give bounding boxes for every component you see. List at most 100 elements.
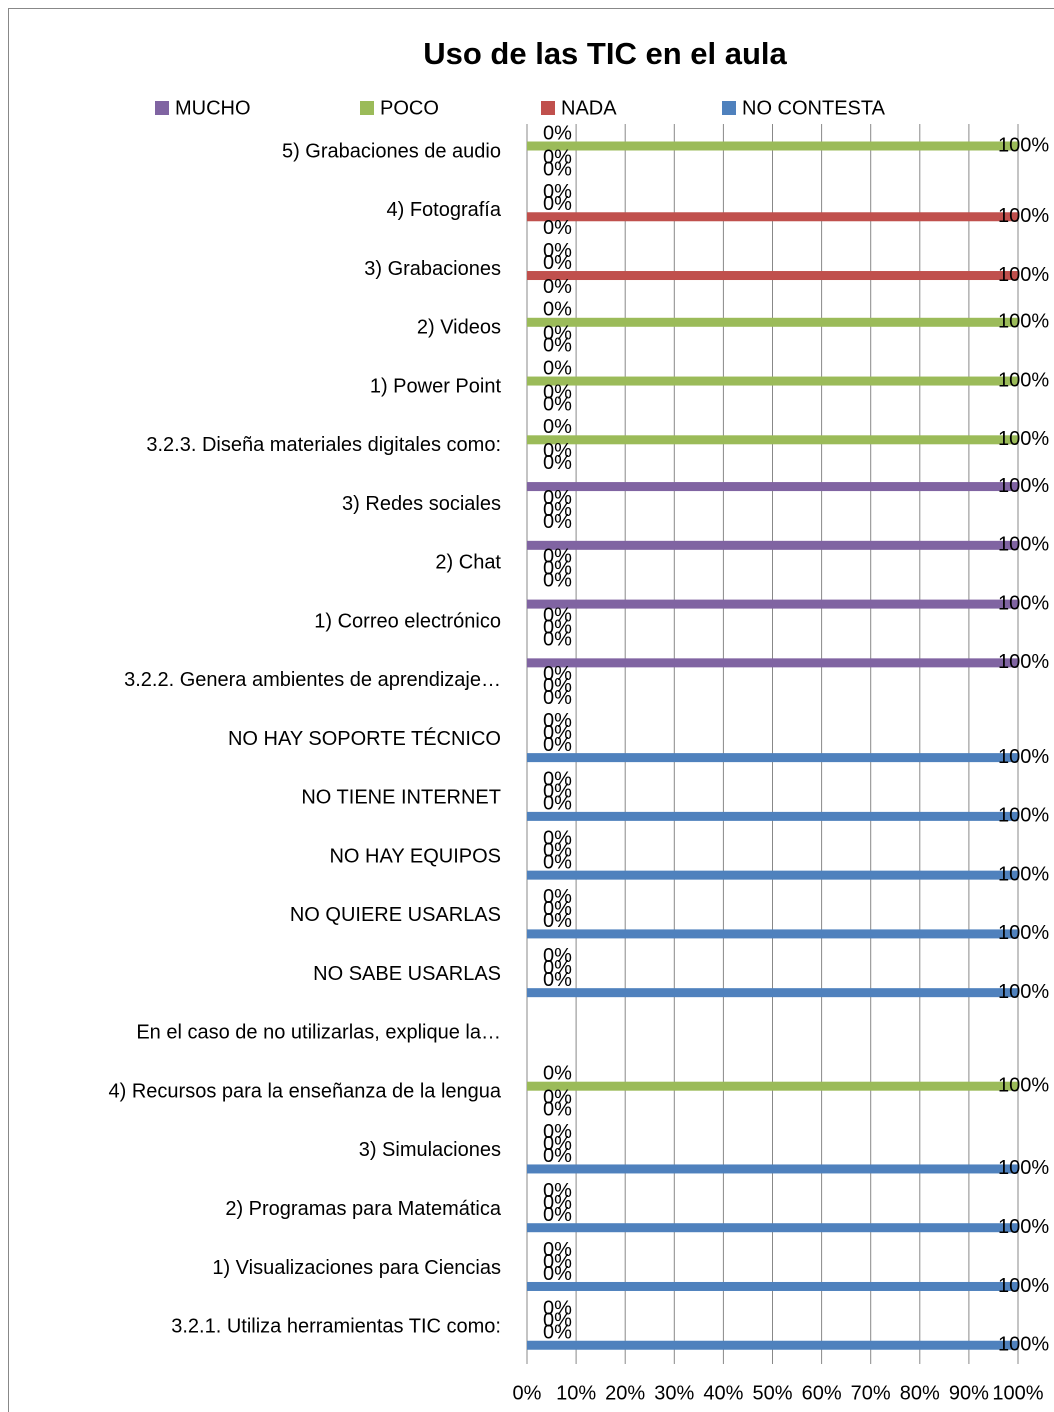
x-tick-label: 80% xyxy=(900,1382,940,1404)
data-label: 0% xyxy=(543,558,572,580)
data-label: 100% xyxy=(998,651,1049,673)
legend-label: MUCHO xyxy=(175,97,251,119)
data-label: 0% xyxy=(543,122,572,144)
y-tick-label: NO TIENE INTERNET xyxy=(301,787,501,809)
data-label: 0% xyxy=(543,839,572,861)
data-label: 0% xyxy=(543,299,572,321)
data-label: 100% xyxy=(998,922,1049,944)
data-label: 0% xyxy=(543,240,572,262)
y-tick-label: 1) Power Point xyxy=(370,375,502,397)
data-label: 100% xyxy=(998,311,1049,333)
data-label: 0% xyxy=(543,1098,572,1120)
data-label: 0% xyxy=(543,898,572,920)
y-tick-label: 2) Videos xyxy=(417,317,501,339)
y-tick-label: 5) Grabaciones de audio xyxy=(282,140,501,162)
x-tick-label: 60% xyxy=(802,1382,842,1404)
bar xyxy=(527,435,1018,445)
bar xyxy=(527,271,1018,281)
data-label: 0% xyxy=(543,910,572,932)
legend-swatch xyxy=(722,101,736,115)
x-tick-label: 30% xyxy=(654,1382,694,1404)
data-label: 0% xyxy=(543,1239,572,1261)
y-tick-label: 3.2.2. Genera ambientes de aprendizaje… xyxy=(124,669,501,691)
data-label: 0% xyxy=(543,1062,572,1084)
x-tick-label: 10% xyxy=(556,1382,596,1404)
data-label: 0% xyxy=(543,793,572,815)
data-label: 0% xyxy=(543,181,572,203)
bar xyxy=(527,317,1018,327)
data-label: 100% xyxy=(998,475,1049,497)
legend-swatch xyxy=(541,101,555,115)
data-label: 0% xyxy=(543,357,572,379)
data-label: 0% xyxy=(543,1204,572,1226)
data-label: 100% xyxy=(998,134,1049,156)
y-tick-label: NO HAY SOPORTE TÉCNICO xyxy=(228,727,501,750)
data-label: 0% xyxy=(543,499,572,521)
x-tick-label: 0% xyxy=(513,1382,542,1404)
data-label: 100% xyxy=(998,592,1049,614)
bar xyxy=(527,658,1018,668)
data-label: 0% xyxy=(543,1322,572,1344)
data-label: 0% xyxy=(543,276,572,298)
y-tick-label: NO SABE USARLAS xyxy=(313,963,501,985)
x-tick-label: 50% xyxy=(752,1382,792,1404)
data-label: 100% xyxy=(998,746,1049,768)
data-label: 0% xyxy=(543,1121,572,1143)
data-label: 0% xyxy=(543,710,572,732)
x-tick-label: 20% xyxy=(605,1382,645,1404)
y-tick-label: 4) Fotografía xyxy=(386,199,501,221)
data-label: 100% xyxy=(998,1157,1049,1179)
y-tick-label: En el caso de no utilizarlas, explique l… xyxy=(136,1022,501,1044)
y-tick-label: NO QUIERE USARLAS xyxy=(290,904,501,926)
data-label: 0% xyxy=(543,1310,572,1332)
data-label: 0% xyxy=(543,957,572,979)
data-label: 100% xyxy=(998,264,1049,286)
data-label: 0% xyxy=(543,1192,572,1214)
data-label: 0% xyxy=(543,734,572,756)
data-label: 0% xyxy=(543,1145,572,1167)
chart-frame xyxy=(8,8,1054,1412)
x-tick-label: 100% xyxy=(992,1382,1043,1404)
data-label: 0% xyxy=(543,1263,572,1285)
legend-label: NADA xyxy=(561,97,617,119)
data-label: 0% xyxy=(543,675,572,697)
data-label: 0% xyxy=(543,1298,572,1320)
data-label: 0% xyxy=(543,193,572,215)
data-label: 0% xyxy=(543,687,572,709)
data-label: 0% xyxy=(543,886,572,908)
data-label: 0% xyxy=(543,146,572,168)
x-tick-label: 70% xyxy=(851,1382,891,1404)
chart-title: Uso de las TIC en el aula xyxy=(423,36,787,71)
y-tick-label: 3.2.1. Utiliza herramientas TIC como: xyxy=(171,1316,501,1338)
bar xyxy=(527,1164,1018,1174)
legend-swatch xyxy=(360,101,374,115)
data-label: 0% xyxy=(543,769,572,791)
legend-label: NO CONTESTA xyxy=(742,97,886,119)
x-tick-label: 40% xyxy=(703,1382,743,1404)
bar xyxy=(527,482,1018,492)
data-label: 0% xyxy=(543,546,572,568)
data-label: 100% xyxy=(998,534,1049,556)
data-label: 0% xyxy=(543,1251,572,1273)
data-label: 100% xyxy=(998,805,1049,827)
data-label: 0% xyxy=(543,335,572,357)
data-label: 0% xyxy=(543,511,572,533)
data-label: 100% xyxy=(998,369,1049,391)
bar xyxy=(527,212,1018,222)
y-tick-label: 3) Grabaciones xyxy=(364,258,501,280)
data-label: 0% xyxy=(543,1180,572,1202)
bar xyxy=(527,1340,1018,1350)
x-tick-label: 90% xyxy=(949,1382,989,1404)
bar xyxy=(527,753,1018,763)
legend-label: POCO xyxy=(380,97,439,119)
data-label: 0% xyxy=(543,487,572,509)
data-label: 100% xyxy=(998,1275,1049,1297)
data-label: 100% xyxy=(998,863,1049,885)
data-label: 0% xyxy=(543,604,572,626)
bar xyxy=(527,141,1018,151)
bar xyxy=(527,540,1018,550)
legend-swatch xyxy=(155,101,169,115)
data-label: 0% xyxy=(543,158,572,180)
data-label: 0% xyxy=(543,323,572,345)
